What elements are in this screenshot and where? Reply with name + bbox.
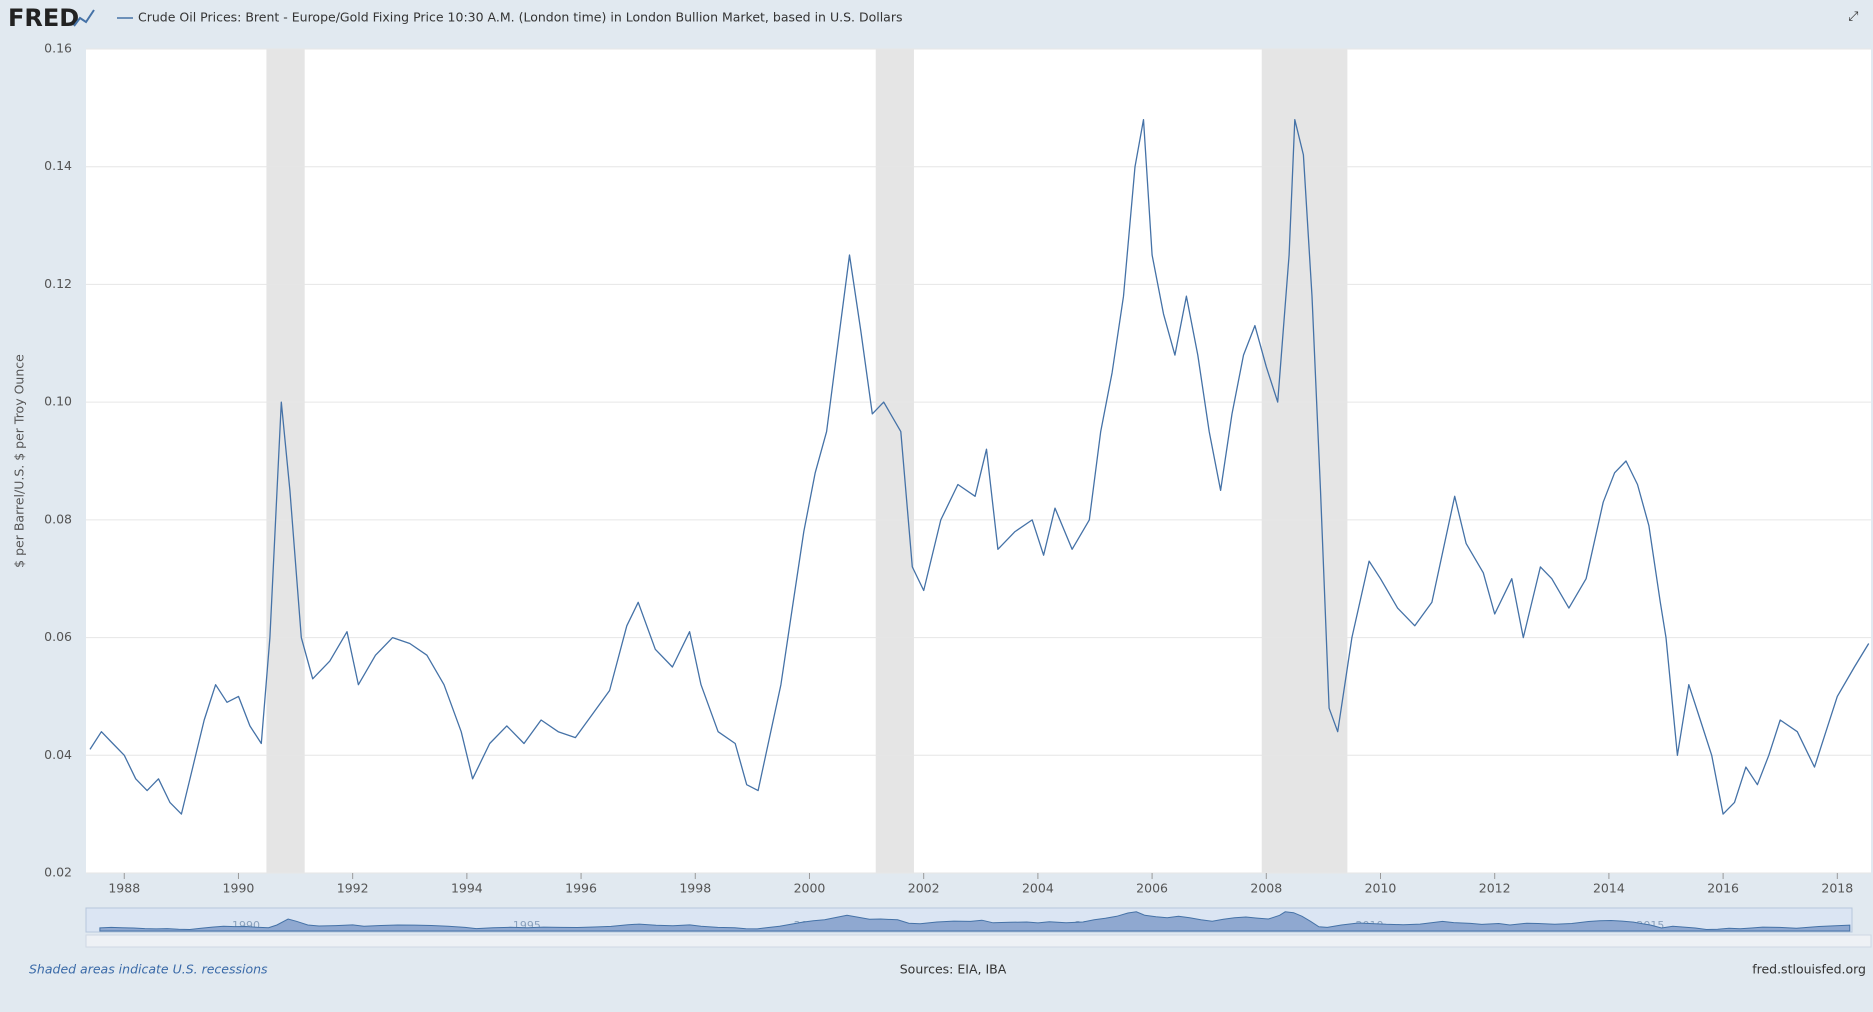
sources: Sources: EIA, IBA <box>900 962 1007 977</box>
y-tick-label: 0.02 <box>44 865 72 880</box>
x-tick-label: 2000 <box>794 881 826 896</box>
legend-entry: Crude Oil Prices: Brent - Europe/Gold Fi… <box>138 10 903 25</box>
series-line <box>89 118 1870 815</box>
y-tick-label: 0.12 <box>44 276 72 291</box>
x-tick-label: 1988 <box>108 881 140 896</box>
x-tick-label: 2006 <box>1136 881 1168 896</box>
x-tick-label: 2016 <box>1707 881 1739 896</box>
y-tick-label: 0.14 <box>44 158 72 173</box>
x-tick-label: 2018 <box>1821 881 1853 896</box>
y-tick-label: 0.04 <box>44 747 72 762</box>
x-tick-label: 1990 <box>223 881 255 896</box>
navigator-area <box>99 911 1851 932</box>
x-tick-label: 1998 <box>679 881 711 896</box>
y-tick-label: 0.06 <box>44 629 72 644</box>
x-tick-label: 1994 <box>451 881 483 896</box>
logo-icon <box>73 9 95 27</box>
x-tick-label: 2010 <box>1365 881 1397 896</box>
x-tick-label: 2008 <box>1250 881 1282 896</box>
x-tick-label: 2004 <box>1022 881 1054 896</box>
x-tick-label: 1992 <box>337 881 369 896</box>
recession-band <box>266 49 305 873</box>
y-tick-label: 0.08 <box>44 511 72 526</box>
logo: FRED <box>8 4 79 32</box>
site-url: fred.stlouisfed.org <box>1752 962 1866 977</box>
y-axis-label: $ per Barrel/U.S. $ per Troy Ounce <box>12 354 27 568</box>
scrollbar[interactable] <box>85 934 1872 948</box>
x-tick-label: 2012 <box>1479 881 1511 896</box>
recession-band <box>875 49 914 873</box>
x-tick-label: 2002 <box>908 881 940 896</box>
recession-note: Shaded areas indicate U.S. recessions <box>29 962 268 977</box>
x-tick-label: 1996 <box>565 881 597 896</box>
y-tick-label: 0.10 <box>44 394 72 409</box>
y-tick-label: 0.16 <box>44 41 72 56</box>
plot-area <box>86 49 1871 873</box>
x-tick-label: 2014 <box>1593 881 1625 896</box>
fullscreen-button[interactable]: ⤢ <box>1848 10 1858 25</box>
recession-band <box>1261 49 1348 873</box>
